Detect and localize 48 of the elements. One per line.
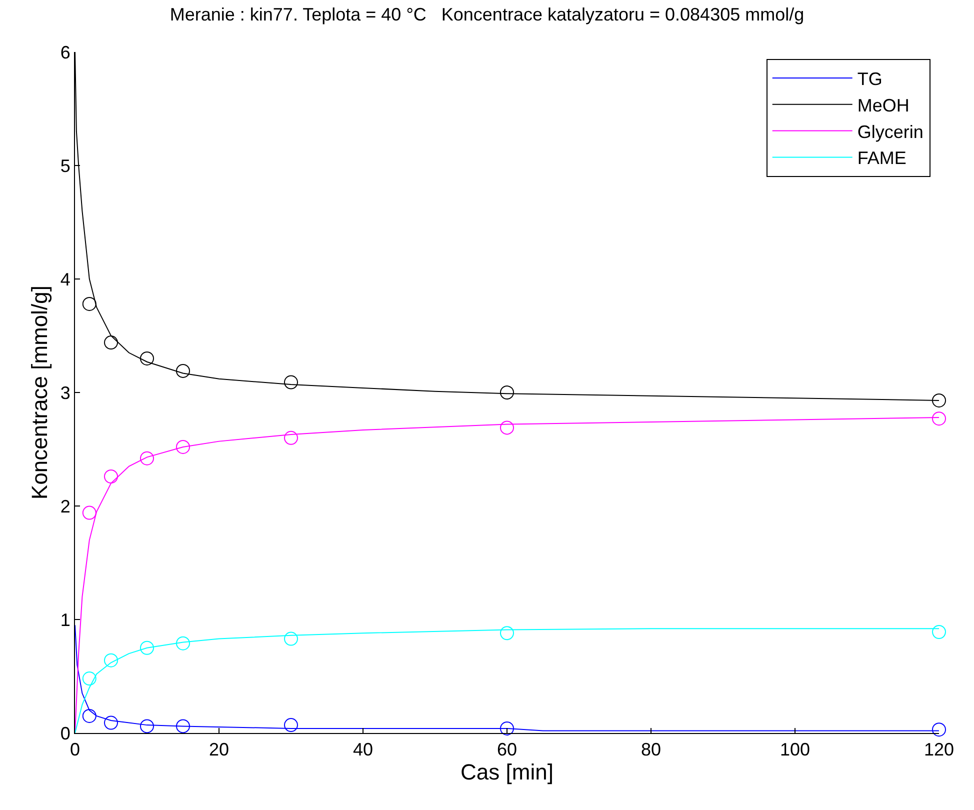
point: [500, 721, 514, 736]
legend-label: MeOH: [857, 95, 910, 116]
y-tick-label: 4: [60, 269, 70, 290]
point: [284, 632, 298, 646]
y-tick-label: 2: [60, 496, 70, 516]
point: [500, 626, 514, 640]
point: [176, 440, 190, 454]
legend-label: FAME: [857, 148, 906, 168]
point: [284, 718, 298, 732]
point: [104, 469, 118, 484]
x-tick-label: 20: [208, 740, 230, 760]
legend-label: Glycerin: [857, 122, 924, 142]
y-tick-label: 5: [60, 156, 70, 176]
y-tick-label: 1: [60, 610, 70, 630]
point: [176, 636, 190, 650]
point: [104, 336, 118, 350]
y-tick-label: 6: [60, 42, 70, 62]
point: [932, 412, 946, 426]
point: [82, 708, 96, 723]
x-axis-title: Cas [min]: [460, 760, 554, 785]
point: [82, 296, 96, 311]
point: [176, 719, 190, 734]
x-tick-label: 60: [496, 740, 518, 760]
y-tick-label: 3: [60, 382, 70, 403]
legend-label: TG: [857, 69, 882, 90]
point: [500, 420, 514, 435]
x-tick-label: 120: [924, 740, 954, 760]
point: [932, 624, 946, 639]
point: [140, 451, 154, 466]
point: [500, 386, 514, 400]
point: [104, 653, 118, 668]
point: [284, 430, 298, 445]
y-tick-label: 0: [60, 723, 70, 744]
point: [284, 375, 298, 390]
point: [140, 719, 154, 734]
point: [82, 672, 96, 686]
x-tick-label: 80: [640, 740, 662, 760]
point: [932, 393, 946, 408]
y-axis-title: Koncentrace [mmol/g]: [27, 286, 52, 500]
x-tick-label: 40: [352, 740, 374, 760]
point: [104, 716, 118, 730]
point: [176, 364, 190, 378]
point: [82, 506, 96, 520]
x-tick-label: 100: [780, 740, 810, 760]
chart-title: Meranie : kin77. Teplota = 40 °C Koncentrace katalyzatoru = 0.084305 mmol/g: [170, 4, 804, 25]
point: [932, 722, 946, 737]
point: [140, 351, 154, 366]
point: [140, 640, 154, 655]
